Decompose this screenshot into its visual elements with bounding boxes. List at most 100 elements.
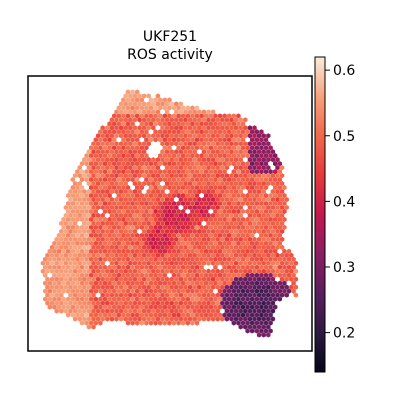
- spot: [213, 161, 218, 167]
- spot: [144, 240, 149, 246]
- spot: [215, 236, 220, 242]
- spot: [249, 288, 255, 294]
- spot: [247, 252, 253, 258]
- spot: [229, 117, 234, 123]
- spot: [153, 320, 158, 326]
- spot: [183, 141, 188, 147]
- spot: [249, 177, 255, 183]
- spot: [40, 268, 46, 274]
- spot: [236, 272, 241, 278]
- spot: [56, 280, 62, 286]
- spot: [105, 157, 110, 163]
- spot: [249, 208, 255, 215]
- spot: [187, 204, 193, 211]
- spot: [151, 292, 156, 298]
- spot: [217, 216, 223, 222]
- spot: [107, 129, 112, 135]
- spot: [118, 228, 124, 234]
- spot: [151, 236, 156, 242]
- spot: [167, 105, 172, 111]
- spot: [107, 153, 112, 159]
- spot: [240, 185, 246, 191]
- spot: [261, 308, 266, 314]
- spot: [128, 300, 133, 306]
- spot: [176, 320, 181, 326]
- spot: [123, 117, 128, 123]
- spot: [238, 252, 243, 258]
- spot: [272, 224, 278, 230]
- spot: [178, 276, 184, 282]
- spot: [210, 196, 216, 203]
- spot: [86, 212, 92, 219]
- spot: [270, 300, 276, 306]
- spot: [243, 316, 248, 322]
- spot: [130, 192, 135, 199]
- spot: [206, 149, 211, 155]
- spot: [146, 228, 151, 234]
- spot: [141, 157, 147, 163]
- spot: [284, 196, 289, 203]
- spot: [84, 312, 89, 318]
- spot: [192, 236, 197, 242]
- spot: [245, 185, 250, 191]
- spot: [222, 121, 227, 127]
- spot: [192, 212, 197, 219]
- spot: [231, 185, 237, 191]
- spot: [252, 300, 257, 306]
- spot: [210, 260, 216, 266]
- spot: [213, 240, 218, 246]
- spot: [282, 200, 287, 207]
- spot: [199, 304, 204, 310]
- spot: [266, 212, 271, 219]
- spot: [266, 276, 271, 282]
- spot: [132, 220, 138, 226]
- spot: [222, 185, 227, 191]
- spot: [194, 208, 200, 215]
- spot: [102, 256, 108, 262]
- spot: [203, 200, 209, 207]
- spot: [100, 292, 105, 298]
- spot: [157, 280, 163, 286]
- spot: [144, 113, 149, 119]
- spot: [157, 312, 163, 318]
- spot: [254, 153, 260, 159]
- spot: [224, 125, 230, 131]
- spot: [252, 316, 257, 322]
- spot: [75, 169, 80, 175]
- spot: [109, 228, 115, 234]
- spot: [254, 320, 260, 326]
- spot: [93, 296, 99, 302]
- spot: [247, 157, 253, 163]
- spot: [180, 296, 186, 302]
- spot: [61, 240, 66, 246]
- spot: [231, 232, 237, 238]
- spot: [121, 312, 126, 318]
- spot: [282, 248, 287, 254]
- spot: [171, 320, 177, 326]
- spot: [109, 252, 115, 258]
- spot: [63, 236, 69, 242]
- spot: [125, 296, 131, 302]
- spot: [70, 240, 76, 246]
- spot: [82, 300, 87, 306]
- spot: [153, 105, 158, 111]
- spot: [121, 161, 126, 167]
- spot: [162, 320, 168, 326]
- spot: [229, 196, 234, 203]
- spot: [256, 181, 262, 187]
- spot: [54, 244, 59, 250]
- spot: [249, 185, 255, 191]
- spot: [144, 177, 149, 183]
- spot: [199, 312, 204, 318]
- spot: [134, 200, 140, 207]
- spot: [187, 181, 193, 187]
- spot: [79, 177, 85, 183]
- spot: [86, 276, 92, 282]
- spot: [240, 240, 246, 246]
- spot: [194, 137, 200, 143]
- spot: [236, 304, 241, 310]
- spot: [144, 272, 149, 278]
- spot: [114, 149, 119, 155]
- spot: [215, 196, 220, 203]
- spot: [203, 312, 209, 318]
